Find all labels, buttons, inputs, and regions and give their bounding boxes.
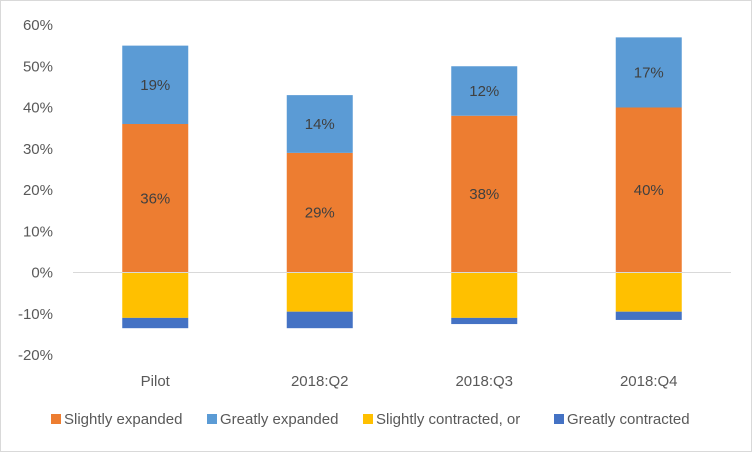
- bar-segment: [451, 272, 518, 318]
- y-axis-tick-labels: -20% -10% 0% 10% 20% 30% 40% 50% 60%: [18, 17, 53, 364]
- bar-segment: [122, 272, 189, 318]
- bar-segment: [615, 311, 682, 320]
- legend-swatch: [554, 414, 564, 424]
- bar-segment: [615, 272, 682, 312]
- y-tick-label: -10%: [18, 306, 53, 323]
- legend: Slightly expanded Greatly expanded Slightl…: [51, 411, 690, 428]
- bar-segment: [615, 37, 682, 108]
- category-label: 2018:Q4: [620, 373, 678, 390]
- legend-item: Slightly expanded: [51, 411, 182, 428]
- legend-swatch: [207, 414, 217, 424]
- bar-segment: [122, 317, 189, 329]
- bar-segment: [451, 317, 518, 325]
- bar-segment: [286, 152, 353, 273]
- data-label: 29%: [305, 205, 335, 222]
- data-label: 38%: [469, 186, 499, 203]
- bar-segment: [451, 66, 518, 116]
- legend-label: Slightly contracted, or: [376, 411, 520, 428]
- data-label: 14%: [305, 116, 335, 133]
- legend-item: Slightly contracted, or: [363, 411, 520, 428]
- y-tick-label: 0%: [31, 265, 53, 282]
- legend-item: Greatly contracted: [554, 411, 690, 428]
- bar-segment: [122, 45, 189, 124]
- data-label: 19%: [140, 77, 170, 94]
- data-label: 40%: [634, 182, 664, 199]
- x-axis: Pilot 2018:Q2 2018:Q3 2018:Q4: [73, 272, 731, 390]
- y-tick-label: -20%: [18, 347, 53, 364]
- data-label: 17%: [634, 64, 664, 81]
- data-label: 12%: [469, 83, 499, 100]
- bar-segment: [615, 107, 682, 273]
- data-label: 36%: [140, 190, 170, 207]
- y-tick-label: 40%: [23, 100, 53, 117]
- category-label: 2018:Q2: [291, 373, 349, 390]
- y-tick-label: 50%: [23, 58, 53, 75]
- data-labels: 36% 19% 29% 14% 38% 12% 40% 17%: [140, 64, 664, 221]
- bar-segment: [286, 311, 353, 329]
- legend-label: Slightly expanded: [64, 411, 182, 428]
- bar-segment: [286, 272, 353, 312]
- legend-item: Greatly expanded: [207, 411, 338, 428]
- bar-segment: [286, 95, 353, 153]
- y-tick-label: 60%: [23, 17, 53, 34]
- bar-segment: [122, 124, 189, 273]
- legend-label: Greatly contracted: [567, 411, 690, 428]
- legend-label: Greatly expanded: [220, 411, 338, 428]
- y-tick-label: 20%: [23, 182, 53, 199]
- y-tick-label: 10%: [23, 223, 53, 240]
- y-tick-label: 30%: [23, 141, 53, 158]
- category-label: Pilot: [141, 373, 171, 390]
- bar-segment: [451, 115, 518, 273]
- bar-stacks: [122, 37, 682, 329]
- category-label: 2018:Q3: [455, 373, 513, 390]
- legend-swatch: [363, 414, 373, 424]
- legend-swatch: [51, 414, 61, 424]
